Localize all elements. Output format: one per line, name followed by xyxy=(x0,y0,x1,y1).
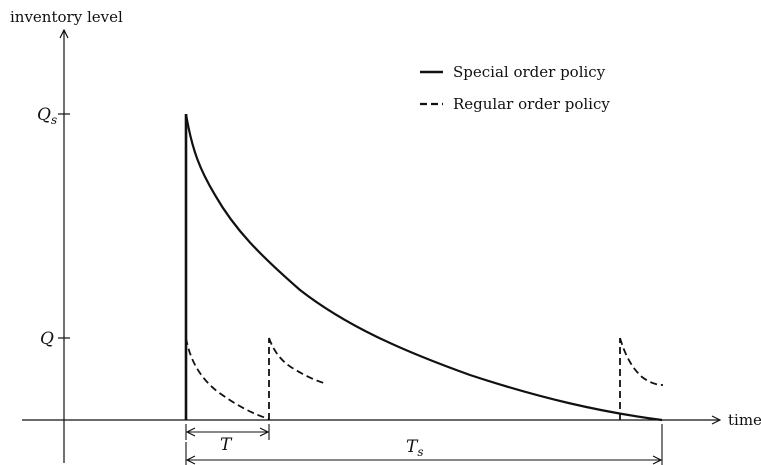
regular-order-curves xyxy=(185,337,664,420)
regular-order-decay-2 xyxy=(268,337,325,384)
special-order-curve xyxy=(184,113,663,422)
y-tick-label-qs: Qs xyxy=(37,105,57,127)
legend: Special order policy Regular order polic… xyxy=(420,63,610,113)
x-axis-label: time xyxy=(728,411,761,429)
regular-order-decay-1 xyxy=(185,337,270,420)
legend-item-regular: Regular order policy xyxy=(453,95,610,113)
y-axis-label: inventory level xyxy=(10,8,123,26)
interval-ts-label: Ts xyxy=(406,437,424,459)
regular-order-decay-3 xyxy=(619,337,664,386)
legend-item-special: Special order policy xyxy=(453,63,606,81)
interval-t-label: T xyxy=(220,435,233,455)
y-tick-label-q: Q xyxy=(40,329,54,349)
